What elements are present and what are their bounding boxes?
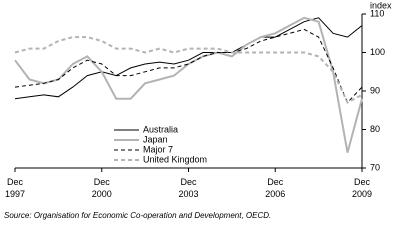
legend-label: Japan — [143, 134, 168, 144]
y-unit: index — [370, 0, 392, 10]
chart: index Source: Organisation for Economic … — [4, 0, 392, 220]
series-line — [14, 36, 363, 104]
x-tick-label: Dec 2003 — [178, 177, 198, 199]
y-tick-label: 80 — [370, 124, 380, 134]
source: Source: Organisation for Economic Co-ope… — [4, 211, 271, 220]
y-tick-label: 90 — [370, 85, 380, 95]
legend-label: Major 7 — [143, 144, 173, 154]
legend-label: United Kingdom — [143, 154, 207, 164]
x-tick-label: Dec 2006 — [265, 177, 285, 199]
series-line — [14, 28, 363, 104]
y-tick-label: 110 — [370, 8, 384, 18]
y-tick-label: 70 — [370, 162, 380, 172]
legend-label: Australia — [143, 124, 178, 134]
series-line — [14, 17, 363, 100]
y-tick-label: 100 — [370, 47, 385, 57]
series-line — [14, 16, 363, 153]
x-tick-label: Dec 2000 — [92, 177, 112, 199]
x-tick-label: Dec 1997 — [5, 177, 25, 199]
x-tick-label: Dec 2009 — [352, 177, 372, 199]
